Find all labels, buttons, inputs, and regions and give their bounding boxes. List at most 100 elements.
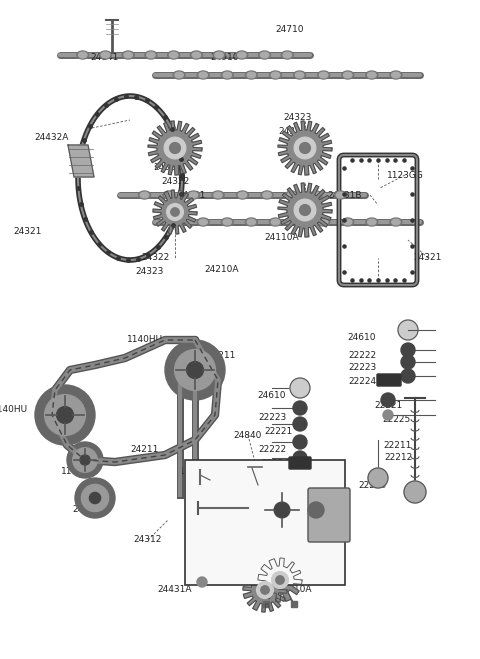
Ellipse shape xyxy=(271,219,280,225)
Circle shape xyxy=(165,340,225,400)
Ellipse shape xyxy=(101,52,109,58)
Ellipse shape xyxy=(192,52,201,58)
Ellipse shape xyxy=(163,191,175,199)
Point xyxy=(400,155,408,165)
Circle shape xyxy=(300,204,311,215)
Text: 22223: 22223 xyxy=(348,364,376,372)
Ellipse shape xyxy=(344,72,352,78)
Ellipse shape xyxy=(245,218,257,226)
Ellipse shape xyxy=(212,191,224,199)
Point xyxy=(365,155,373,165)
Ellipse shape xyxy=(271,72,280,78)
Circle shape xyxy=(294,199,316,221)
Ellipse shape xyxy=(77,51,89,59)
Text: 24312: 24312 xyxy=(134,536,162,544)
Text: 24840: 24840 xyxy=(234,430,262,440)
Ellipse shape xyxy=(124,52,132,58)
Ellipse shape xyxy=(175,219,183,225)
Circle shape xyxy=(80,455,90,465)
Point xyxy=(408,241,416,251)
Circle shape xyxy=(401,369,415,383)
Circle shape xyxy=(293,417,307,431)
Ellipse shape xyxy=(221,71,233,79)
Ellipse shape xyxy=(283,52,291,58)
Ellipse shape xyxy=(319,219,328,225)
Ellipse shape xyxy=(392,219,400,225)
Ellipse shape xyxy=(261,191,273,199)
Circle shape xyxy=(290,378,310,398)
Point xyxy=(340,163,348,173)
Text: 24431B: 24431B xyxy=(328,190,362,200)
Circle shape xyxy=(404,481,426,503)
Circle shape xyxy=(293,435,307,449)
Ellipse shape xyxy=(245,71,257,79)
FancyBboxPatch shape xyxy=(377,374,401,386)
Ellipse shape xyxy=(188,191,200,199)
Ellipse shape xyxy=(286,191,298,199)
Circle shape xyxy=(167,204,183,220)
Ellipse shape xyxy=(165,192,173,198)
Polygon shape xyxy=(153,190,197,234)
Ellipse shape xyxy=(191,51,203,59)
Point xyxy=(408,267,416,277)
Text: 1140HU: 1140HU xyxy=(0,405,28,415)
Point xyxy=(408,188,416,199)
Ellipse shape xyxy=(269,218,281,226)
Circle shape xyxy=(187,362,204,378)
Ellipse shape xyxy=(263,192,271,198)
Ellipse shape xyxy=(247,72,255,78)
Ellipse shape xyxy=(168,51,180,59)
Ellipse shape xyxy=(214,192,222,198)
Polygon shape xyxy=(148,121,202,175)
Text: 24821: 24821 xyxy=(308,496,336,505)
Ellipse shape xyxy=(173,218,185,226)
Text: 22211: 22211 xyxy=(384,440,412,449)
Text: 24810: 24810 xyxy=(73,505,101,515)
Ellipse shape xyxy=(310,191,322,199)
Text: 24910: 24910 xyxy=(211,53,239,63)
Circle shape xyxy=(276,576,284,584)
Text: 24610: 24610 xyxy=(258,391,286,399)
Text: 24322: 24322 xyxy=(141,254,169,262)
Circle shape xyxy=(171,208,179,216)
Ellipse shape xyxy=(318,71,330,79)
Ellipse shape xyxy=(147,52,155,58)
Polygon shape xyxy=(258,558,302,602)
Text: 1129GG: 1129GG xyxy=(179,467,216,476)
Text: 24323: 24323 xyxy=(154,163,182,173)
FancyBboxPatch shape xyxy=(308,488,350,542)
Ellipse shape xyxy=(145,51,157,59)
Ellipse shape xyxy=(368,219,376,225)
Text: 24450: 24450 xyxy=(241,461,269,469)
Point xyxy=(374,275,382,285)
Circle shape xyxy=(45,395,85,436)
Polygon shape xyxy=(278,183,332,237)
Ellipse shape xyxy=(259,51,271,59)
Circle shape xyxy=(35,385,95,445)
Circle shape xyxy=(274,502,290,518)
Point xyxy=(340,215,348,225)
Point xyxy=(340,267,348,277)
Point xyxy=(340,241,348,251)
Text: 22221: 22221 xyxy=(264,428,292,436)
Ellipse shape xyxy=(238,52,246,58)
Point xyxy=(383,155,391,165)
Ellipse shape xyxy=(318,218,330,226)
Text: 24412A: 24412A xyxy=(188,500,222,509)
Text: 24321: 24321 xyxy=(414,254,442,262)
FancyBboxPatch shape xyxy=(185,460,345,585)
Text: 24211: 24211 xyxy=(208,351,236,360)
Ellipse shape xyxy=(199,72,207,78)
Circle shape xyxy=(263,491,301,529)
Ellipse shape xyxy=(294,71,306,79)
Ellipse shape xyxy=(139,191,151,199)
Ellipse shape xyxy=(197,218,209,226)
Ellipse shape xyxy=(99,51,111,59)
Point xyxy=(365,275,373,285)
Circle shape xyxy=(401,343,415,357)
Text: 22224B: 22224B xyxy=(261,459,295,469)
Polygon shape xyxy=(278,121,332,175)
Text: 24431A: 24431A xyxy=(158,585,192,594)
Ellipse shape xyxy=(390,71,402,79)
Ellipse shape xyxy=(213,51,225,59)
